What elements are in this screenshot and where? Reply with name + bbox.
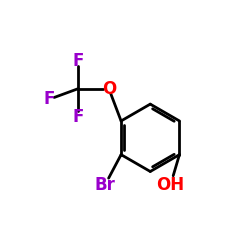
Text: O: O xyxy=(102,80,116,98)
Text: OH: OH xyxy=(156,176,184,194)
Text: Br: Br xyxy=(94,176,116,194)
Text: F: F xyxy=(72,52,84,70)
Text: F: F xyxy=(72,108,84,126)
Text: F: F xyxy=(44,90,55,108)
